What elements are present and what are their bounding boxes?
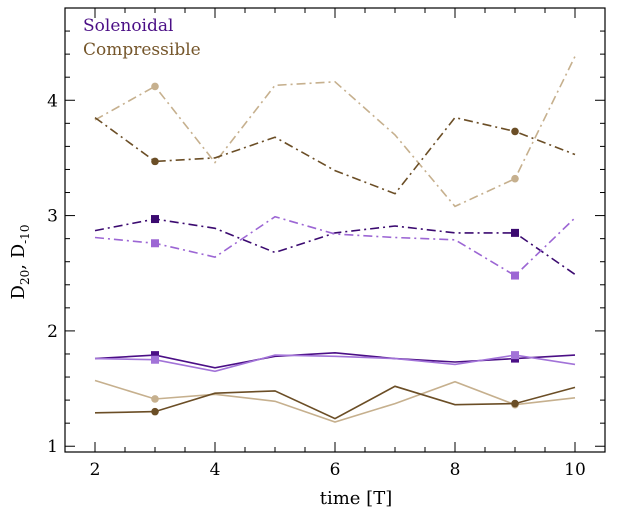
data-point-marker: [511, 399, 519, 408]
data-point-marker: [151, 351, 159, 360]
data-point-marker: [511, 271, 519, 280]
series-1: [94, 116, 576, 195]
data-point-marker: [151, 239, 159, 248]
series-0: [94, 56, 576, 208]
plot-frame: [64, 7, 606, 453]
data-point-marker: [151, 407, 159, 416]
data-point-marker: [151, 215, 159, 224]
data-point-marker: [511, 174, 519, 183]
data-point-marker: [151, 157, 159, 166]
series-line: [94, 354, 576, 373]
x-axis-title: time [T]: [320, 488, 392, 509]
series-layer: [94, 56, 576, 423]
series-line: [94, 56, 576, 208]
data-point-marker: [151, 82, 159, 91]
x-tick-label: 8: [450, 460, 461, 480]
data-point-marker: [511, 351, 519, 360]
data-point-marker: [151, 395, 159, 403]
x-tick-label: 2: [90, 460, 101, 480]
x-tick-label: 10: [564, 460, 586, 480]
series-4: [94, 351, 576, 369]
data-point-marker: [151, 355, 159, 364]
series-line: [94, 218, 576, 276]
series-line: [94, 116, 576, 195]
y-tick-label: 4: [47, 91, 58, 111]
legend-entry-solenoidal: Solenoidal: [83, 16, 173, 36]
legend-entry-compressible: Compressible: [83, 40, 201, 60]
series-line: [94, 215, 576, 277]
series-6: [94, 379, 576, 423]
y-tick-label: 1: [47, 437, 58, 457]
x-tick-label: 6: [330, 460, 341, 480]
plot-area-border: [64, 7, 606, 453]
series-7: [94, 385, 576, 420]
series-line: [94, 385, 576, 420]
y-tick-label: 2: [47, 322, 58, 342]
y-tick-label: 3: [47, 207, 58, 227]
series-line: [94, 351, 576, 369]
x-tick-label: 4: [210, 460, 221, 480]
legend: Solenoidal Compressible: [83, 16, 201, 60]
data-point-marker: [511, 127, 519, 136]
series-5: [94, 351, 576, 373]
series-3: [94, 215, 576, 280]
series-2: [94, 215, 576, 276]
series-line: [94, 379, 576, 423]
y-axis-title: D20, D-10: [8, 225, 32, 300]
data-point-marker: [511, 228, 519, 237]
